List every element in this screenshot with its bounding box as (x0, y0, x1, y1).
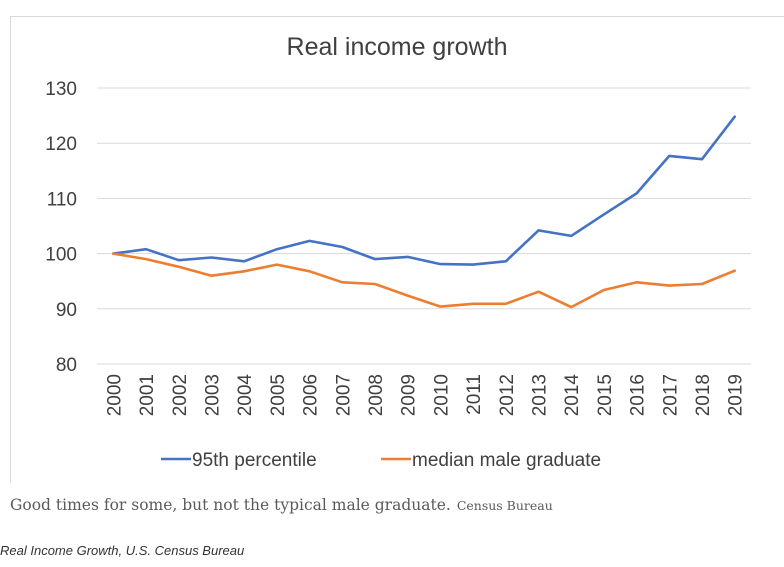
series-line-median-male-graduate (112, 252, 737, 309)
x-tick-label-2017: 2017 (660, 374, 681, 416)
y-tick-label-100: 100 (45, 245, 77, 266)
y-axis-ticks: 80 90 100 110 120 130 (45, 79, 77, 376)
legend-label-95th-percentile: 95th percentile (192, 450, 317, 471)
x-tick-label-2015: 2015 (595, 374, 616, 416)
y-tick-label-90: 90 (56, 300, 77, 321)
x-tick-label-2007: 2007 (333, 374, 354, 416)
figure-caption: Good times for some, but not the typical… (10, 496, 553, 514)
x-tick-label-2019: 2019 (726, 374, 747, 416)
chart-frame: Real income growth 80 90 100 110 120 130 2000… (10, 16, 784, 483)
x-tick-label-2005: 2005 (268, 374, 289, 416)
gridlines (97, 87, 751, 365)
x-tick-label-2018: 2018 (693, 374, 714, 416)
y-tick-label-120: 120 (45, 134, 77, 155)
chart-title: Real income growth (287, 33, 508, 61)
y-tick-label-130: 130 (45, 79, 77, 100)
caption-text: Good times for some, but not the typical… (10, 496, 451, 514)
x-tick-label-2002: 2002 (170, 374, 191, 416)
x-tick-label-2013: 2013 (529, 374, 550, 416)
caption-credit: Census Bureau (456, 498, 553, 513)
x-tick-label-2012: 2012 (497, 374, 518, 416)
legend: 95th percentile median male graduate (161, 450, 601, 471)
series-line-95th-percentile (112, 115, 737, 266)
x-tick-label-2001: 2001 (137, 374, 158, 416)
x-axis-ticks: 2000 2001 2002 2003 2004 2005 2006 2007 2008 2009… (104, 374, 746, 417)
x-tick-label-2008: 2008 (366, 374, 387, 416)
x-tick-label-2003: 2003 (202, 374, 223, 416)
x-tick-label-2009: 2009 (399, 374, 420, 416)
x-tick-label-2010: 2010 (431, 374, 452, 416)
x-tick-label-2004: 2004 (235, 374, 256, 417)
series-lines (112, 115, 737, 309)
x-tick-label-2006: 2006 (301, 374, 322, 416)
x-tick-label-2000: 2000 (104, 374, 125, 416)
line-chart: Real income growth 80 90 100 110 120 130 2000… (45, 33, 751, 471)
image-footnote: Real Income Growth, U.S. Census Bureau (0, 543, 245, 558)
legend-label-median-male-graduate: median male graduate (412, 450, 601, 471)
x-tick-label-2014: 2014 (562, 374, 583, 417)
x-tick-label-2011: 2011 (464, 374, 485, 415)
y-tick-label-80: 80 (56, 355, 77, 376)
x-tick-label-2016: 2016 (628, 374, 649, 416)
y-tick-label-110: 110 (47, 189, 77, 210)
